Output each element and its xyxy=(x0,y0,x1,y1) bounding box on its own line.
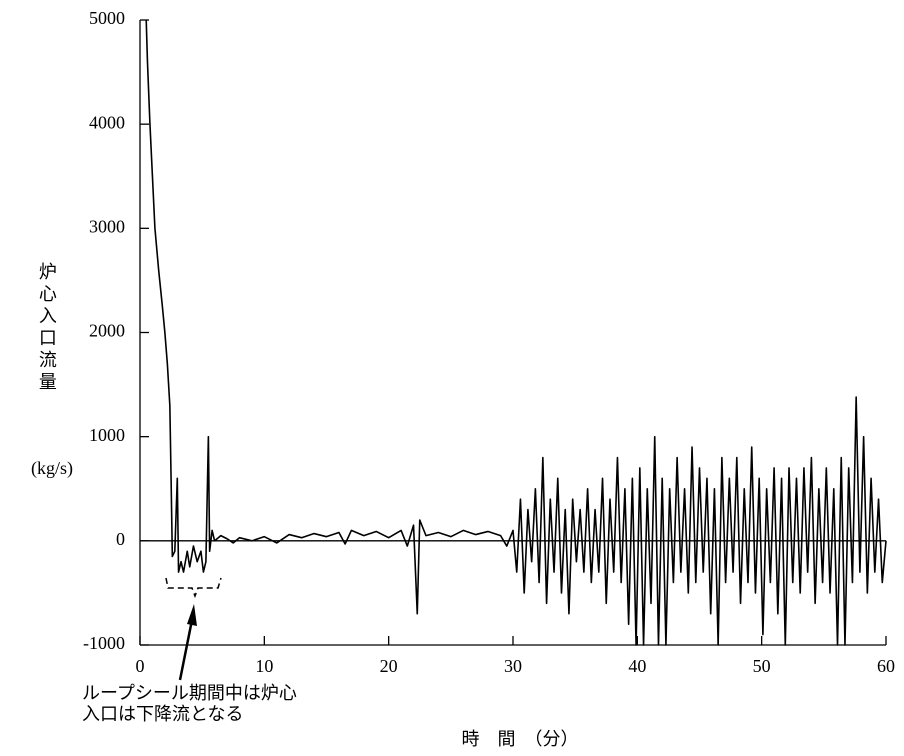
x-tick-label: 50 xyxy=(753,656,771,676)
x-tick-label: 30 xyxy=(504,656,522,676)
y-tick-label: 5000 xyxy=(89,8,125,28)
bracket xyxy=(165,577,222,599)
y-tick-label: 4000 xyxy=(89,112,125,132)
y-tick-label: 1000 xyxy=(89,425,125,445)
annotation: 入口は下降流となる xyxy=(82,704,243,724)
y-tick-label: 0 xyxy=(116,529,125,549)
x-axis-label: 時 間 （分） xyxy=(462,729,579,749)
y-tick-label: 2000 xyxy=(89,321,125,341)
x-tick-label: 60 xyxy=(877,656,895,676)
y-tick-label: -1000 xyxy=(83,633,125,653)
y-axis-label: 炉心入口流量 xyxy=(37,262,57,394)
x-tick-label: 40 xyxy=(628,656,646,676)
y-axis-unit: (kg/s) xyxy=(31,458,73,479)
arrow-head xyxy=(187,604,197,626)
data-line xyxy=(145,19,887,646)
x-tick-label: 10 xyxy=(255,656,273,676)
x-tick-label: 0 xyxy=(136,656,145,676)
y-tick-label: 3000 xyxy=(89,216,125,236)
x-tick-label: 20 xyxy=(380,656,398,676)
arrow xyxy=(178,619,194,681)
annotation: ループシール期間中は炉心 xyxy=(82,683,297,703)
